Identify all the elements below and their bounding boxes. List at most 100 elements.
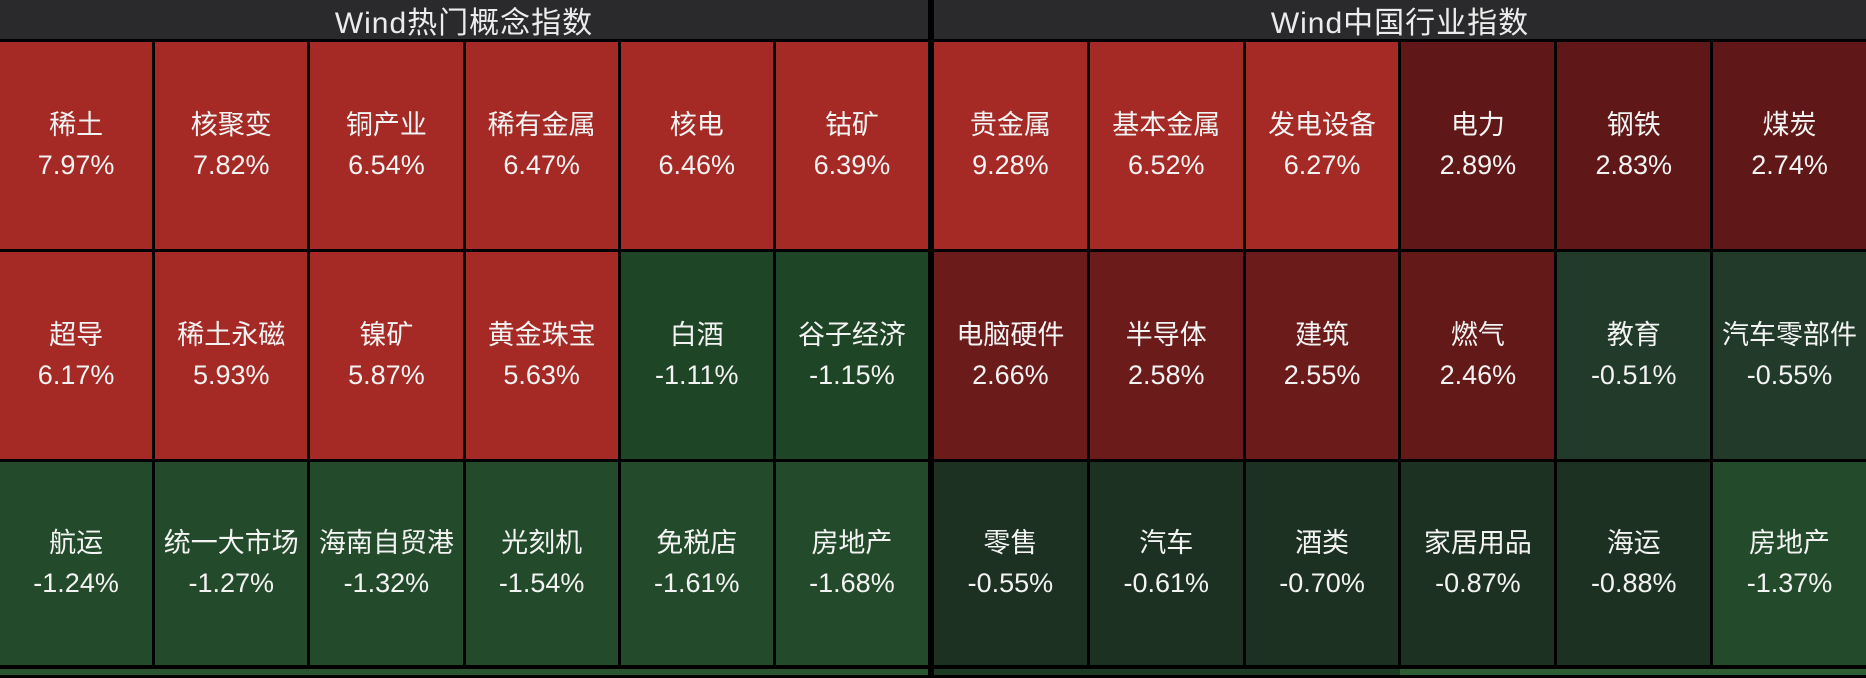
index-change-percent: 6.54% (348, 149, 425, 180)
index-name: 家居用品 (1423, 527, 1532, 558)
index-tile[interactable]: 钴矿 6.39% (775, 42, 929, 249)
index-tile[interactable]: 航运 -1.24% (0, 462, 156, 665)
index-tile[interactable]: 零售 -0.55% (934, 462, 1090, 665)
index-name: 海运 (1606, 527, 1661, 558)
index-name: 钴矿 (824, 109, 879, 140)
index-tile[interactable]: 基本金属 6.52% (1089, 42, 1246, 249)
index-name: 房地产 (811, 527, 893, 558)
index-tile[interactable]: 统一大市场 -1.27% (155, 462, 311, 665)
index-change-percent: -0.61% (1123, 567, 1210, 598)
index-change-percent: 7.97% (37, 149, 115, 180)
heatmap-row: 贵金属 9.28% 基本金属 6.52% 发电设备 6.27% 电力 2.89% 钢铁 2.83%… (934, 42, 1866, 252)
index-change-percent: 5.93% (192, 359, 270, 390)
index-tile[interactable]: 煤炭 2.74% (1713, 42, 1866, 249)
index-change-percent: 6.17% (37, 359, 115, 390)
index-tile[interactable]: 核聚变 7.82% (155, 42, 311, 249)
index-name: 汽车零部件 (1722, 319, 1858, 350)
index-name: 教育 (1606, 319, 1661, 350)
index-change-percent: -0.51% (1590, 359, 1677, 390)
index-change-percent: 6.52% (1127, 149, 1205, 180)
index-change-percent: 2.58% (1127, 359, 1205, 390)
heatmap-row: 航运 -1.24% 统一大市场 -1.27% 海南自贸港 -1.32% 光刻机 -1.54% 免… (0, 462, 929, 669)
index-tile[interactable]: 发电设备 6.27% (1245, 42, 1402, 249)
index-tile[interactable]: 光刻机 -1.54% (465, 462, 621, 665)
index-name: 超导 (49, 319, 104, 350)
index-change-percent: 9.28% (972, 149, 1049, 180)
index-tile[interactable]: 半导体 2.58% (1089, 252, 1246, 459)
panel-title-china-industry: Wind中国行业指数 (934, 0, 1866, 42)
index-name: 贵金属 (969, 109, 1051, 140)
index-tile[interactable]: 酒类 -0.70% (1245, 462, 1402, 665)
index-change-percent: -1.11% (655, 359, 739, 390)
index-name: 钢铁 (1606, 109, 1661, 140)
index-tile[interactable]: 建筑 2.55% (1245, 252, 1402, 459)
index-tile[interactable]: 燃气 2.46% (1401, 252, 1558, 459)
index-change-percent: -0.88% (1590, 567, 1677, 598)
index-tile[interactable]: 稀土 7.97% (0, 42, 156, 249)
index-name: 电脑硬件 (956, 319, 1065, 350)
index-change-percent: -0.70% (1279, 567, 1365, 598)
index-tile[interactable]: 房地产 -1.68% (775, 462, 929, 665)
index-tile[interactable]: 家居用品 -0.87% (1401, 462, 1558, 665)
index-tile[interactable]: 镍矿 5.87% (310, 252, 466, 459)
index-change-percent: 7.82% (192, 149, 270, 180)
index-tile[interactable]: 稀有金属 6.47% (465, 42, 621, 249)
index-tile[interactable]: 稀土永磁 5.93% (155, 252, 311, 459)
next-row-strip-right (934, 669, 1866, 675)
index-name: 汽车 (1139, 527, 1194, 558)
index-tile[interactable]: 海南自贸港 -1.32% (310, 462, 466, 665)
index-change-percent: -1.37% (1746, 567, 1833, 598)
panel-title-hot-concept: Wind热门概念指数 (0, 0, 928, 42)
panel-divider (928, 0, 934, 678)
index-tile[interactable]: 铜产业 6.54% (310, 42, 466, 249)
index-change-percent: -1.24% (33, 567, 119, 598)
index-name: 半导体 (1125, 319, 1207, 350)
index-tile[interactable]: 房地产 -1.37% (1713, 462, 1866, 665)
index-name: 核电 (669, 109, 724, 140)
index-name: 酒类 (1295, 527, 1350, 558)
heatmap-grid-right: 贵金属 9.28% 基本金属 6.52% 发电设备 6.27% 电力 2.89% 钢铁 2.83%… (934, 42, 1866, 669)
index-change-percent: -0.87% (1435, 567, 1521, 598)
index-tile[interactable]: 黄金珠宝 5.63% (465, 252, 621, 459)
index-name: 海南自贸港 (318, 527, 454, 558)
index-tile[interactable]: 超导 6.17% (0, 252, 156, 459)
index-tile[interactable]: 贵金属 9.28% (934, 42, 1090, 249)
index-name: 发电设备 (1268, 109, 1377, 140)
index-tile[interactable]: 核电 6.46% (620, 42, 776, 249)
heatmap-row: 电脑硬件 2.66% 半导体 2.58% 建筑 2.55% 燃气 2.46% 教育 -0.51% 汽… (934, 252, 1866, 462)
index-tile[interactable]: 电脑硬件 2.66% (934, 252, 1090, 459)
index-name: 煤炭 (1762, 109, 1817, 140)
index-change-percent: 2.66% (972, 359, 1049, 390)
index-change-percent: 6.47% (503, 149, 580, 180)
index-name: 稀有金属 (487, 109, 596, 140)
index-name: 燃气 (1450, 319, 1505, 350)
index-change-percent: 2.83% (1595, 149, 1672, 180)
index-tile[interactable]: 汽车零部件 -0.55% (1713, 252, 1866, 459)
heatmap-row: 零售 -0.55% 汽车 -0.61% 酒类 -0.70% 家居用品 -0.87% 海运 -0.8… (934, 462, 1866, 669)
index-tile[interactable]: 钢铁 2.83% (1557, 42, 1714, 249)
partial-tile-strip (1400, 669, 1866, 675)
index-name: 稀土 (49, 109, 104, 140)
index-name: 航运 (49, 527, 104, 558)
partial-tile-strip (0, 669, 928, 675)
index-tile[interactable]: 电力 2.89% (1401, 42, 1558, 249)
index-tile[interactable]: 汽车 -0.61% (1089, 462, 1246, 665)
index-change-percent: -1.54% (498, 567, 585, 598)
index-change-percent: -1.61% (653, 567, 740, 598)
panel-hot-concept-indices: Wind热门概念指数 稀土 7.97% 核聚变 7.82% 铜产业 6.54% 稀有金属 6.… (0, 0, 929, 678)
index-change-percent: -0.55% (967, 567, 1054, 598)
index-tile[interactable]: 教育 -0.51% (1557, 252, 1714, 459)
index-name: 光刻机 (501, 527, 583, 558)
index-tile[interactable]: 谷子经济 -1.15% (775, 252, 929, 459)
index-name: 白酒 (669, 319, 724, 350)
index-change-percent: 5.87% (348, 359, 425, 390)
index-tile[interactable]: 白酒 -1.11% (620, 252, 776, 459)
index-change-percent: -1.27% (188, 567, 275, 598)
index-name: 铜产业 (345, 109, 427, 140)
index-tile[interactable]: 免税店 -1.61% (620, 462, 776, 665)
index-change-percent: 6.27% (1283, 149, 1361, 180)
index-change-percent: 2.55% (1283, 359, 1361, 390)
index-name: 核聚变 (190, 109, 272, 140)
index-change-percent: 2.74% (1751, 149, 1828, 180)
index-tile[interactable]: 海运 -0.88% (1557, 462, 1714, 665)
